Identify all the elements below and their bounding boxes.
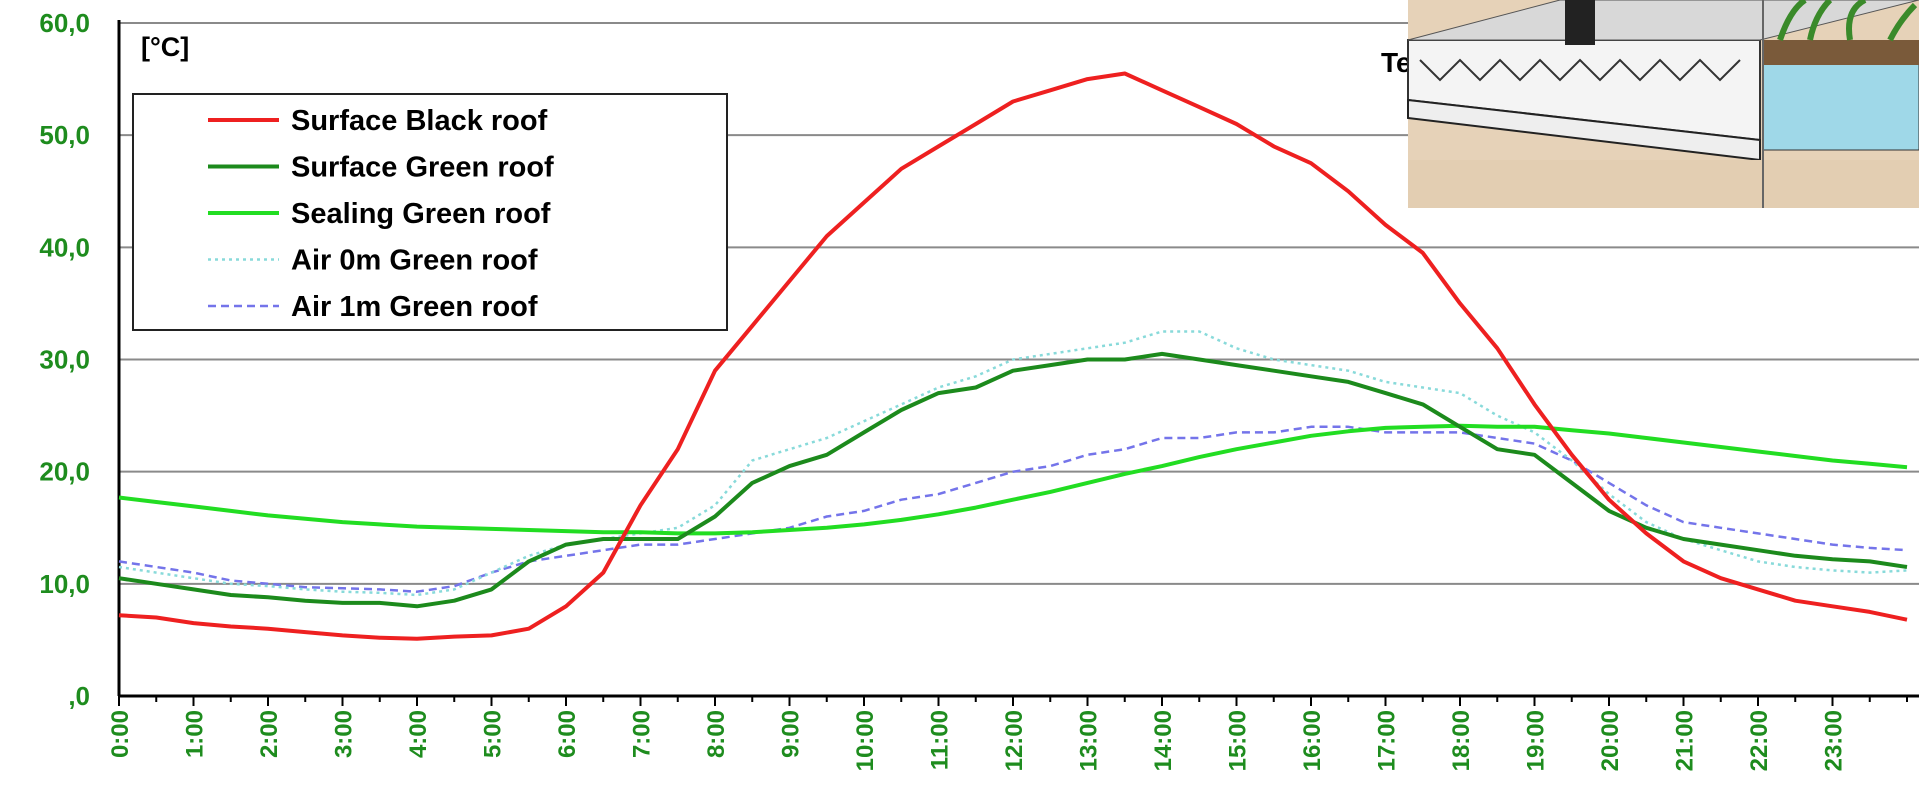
series-line — [118, 71, 1908, 641]
x-tick-label: 17:00 — [1374, 710, 1401, 771]
y-tick-label: 10,0 — [39, 569, 90, 599]
x-tick-label: 9:00 — [778, 710, 805, 758]
y-tick-label: 30,0 — [39, 345, 90, 375]
legend-label: Sealing Green roof — [291, 198, 551, 230]
x-tick-label: 21:00 — [1672, 710, 1699, 771]
y-tick-label: 20,0 — [39, 457, 90, 487]
y-tick-label: 60,0 — [39, 8, 90, 38]
x-tick-label: 15:00 — [1225, 710, 1252, 771]
x-tick-label: 19:00 — [1523, 710, 1550, 771]
x-tick-label: 14:00 — [1150, 710, 1177, 771]
legend-label: Surface Green roof — [291, 152, 554, 184]
plot-area: ,0 10,0 20,0 30,0 40,0 50,0 60,0 0:00 1:00 2:00 3:… — [39, 8, 1919, 771]
x-tick-label: 10:00 — [852, 710, 879, 771]
legend-label: Surface Black roof — [291, 105, 548, 137]
x-tick-label: 7:00 — [629, 710, 656, 758]
y-axis-label: [°C] — [141, 32, 189, 62]
x-tick-label: 20:00 — [1597, 710, 1624, 771]
legend-label: Air 0m Green roof — [291, 245, 538, 277]
x-tick-label: 1:00 — [182, 710, 209, 758]
series-line — [118, 351, 1908, 609]
x-tick-label: 8:00 — [703, 710, 730, 758]
y-tick-label: 50,0 — [39, 120, 90, 150]
x-tick-label: 23:00 — [1821, 710, 1848, 771]
x-tick-label: 6:00 — [554, 710, 581, 758]
x-tick-label: 11:00 — [927, 710, 954, 770]
x-tick-label: 22:00 — [1746, 710, 1773, 771]
y-tick-label: ,0 — [68, 681, 90, 711]
x-tick-label: 18:00 — [1448, 710, 1475, 771]
series-line — [118, 423, 1908, 536]
x-tick-label: 13:00 — [1076, 710, 1103, 771]
x-tick-label: 5:00 — [480, 710, 507, 758]
x-tick-label: 3:00 — [331, 710, 358, 758]
series-line — [118, 330, 1908, 597]
legend: Surface Black roof Surface Green roof Seal… — [132, 93, 728, 331]
y-tick-label: 40,0 — [39, 232, 90, 262]
x-tick-label: 12:00 — [1001, 710, 1028, 771]
roof-photo — [1407, 0, 1919, 208]
x-tick-label: 4:00 — [405, 710, 432, 758]
x-tick-label: 0:00 — [107, 710, 134, 758]
legend-label: Air 1m Green roof — [291, 291, 538, 323]
x-tick-label: 2:00 — [256, 710, 283, 758]
series-line — [118, 425, 1908, 593]
x-tick-label: 16:00 — [1299, 710, 1326, 771]
chart-title: Te — [1381, 47, 1412, 78]
